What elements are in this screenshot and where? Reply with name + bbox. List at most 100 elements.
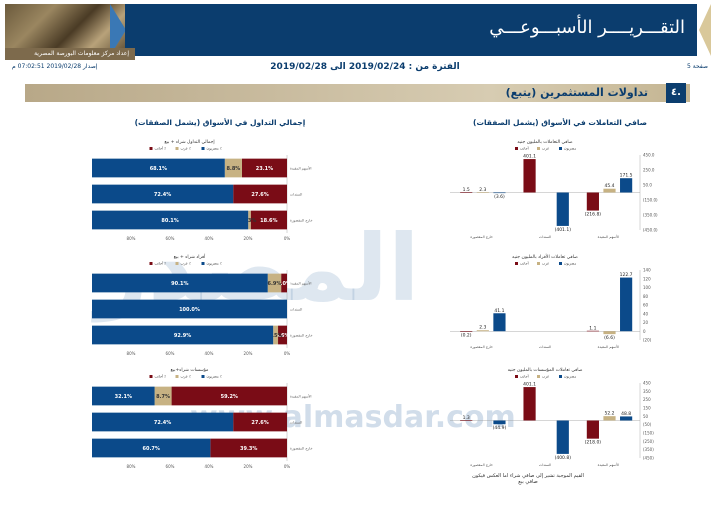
y-tick-label: 450.0 bbox=[643, 153, 655, 158]
net-bar bbox=[586, 330, 599, 332]
chart-footnote: القيم الموجبة تشير إلى صافي شراء اما الع… bbox=[472, 473, 584, 485]
header-chevron-icon bbox=[697, 4, 715, 56]
legend-label: أجانب ٪ bbox=[155, 374, 167, 379]
legend-label: مصريون bbox=[564, 375, 576, 379]
y-tick-label: (50) bbox=[643, 422, 652, 427]
segment-value-label: 23.1% bbox=[256, 166, 273, 172]
bar-value-label: (401.1) bbox=[555, 227, 572, 233]
y-tick-label: (150.0) bbox=[643, 198, 658, 203]
bar-value-label: 52.2 bbox=[604, 411, 614, 417]
stack-segment bbox=[281, 273, 287, 293]
legend-label: أجانب bbox=[520, 374, 529, 379]
net-bar bbox=[523, 159, 536, 193]
chart-subtitle: صافي تعاملات المؤسسات بالمليون جنيه bbox=[508, 368, 583, 373]
net-bar bbox=[620, 416, 633, 421]
legend-label: مصريون ٪ bbox=[207, 375, 222, 379]
bar-value-label: (0.2) bbox=[461, 332, 472, 338]
segment-value-label: 39.3% bbox=[240, 446, 257, 452]
section-number: ٤. bbox=[666, 83, 686, 103]
x-tick-label: السندات bbox=[539, 463, 551, 467]
issue-date: إصدار 2019/02/28 07:02:51 م bbox=[12, 63, 98, 70]
legend-swatch bbox=[175, 375, 179, 378]
segment-value-label: 90.1% bbox=[171, 281, 188, 287]
segment-value-label: 68.1% bbox=[150, 166, 167, 172]
y-tick-label: السندات bbox=[290, 193, 302, 197]
y-tick-label: 20 bbox=[643, 320, 649, 325]
stack-segment bbox=[92, 386, 155, 406]
legend-label: أجانب ٪ bbox=[155, 261, 167, 266]
x-tick-label: السندات bbox=[539, 345, 551, 349]
bar-value-label: 41.1 bbox=[494, 308, 504, 314]
bar-value-label: 2.3 bbox=[479, 187, 486, 193]
net-bar bbox=[603, 416, 616, 421]
stack-segment bbox=[267, 273, 282, 293]
bar-value-label: 45.4 bbox=[604, 183, 614, 189]
x-tick-label: 0% bbox=[284, 351, 291, 356]
x-tick-label: 60% bbox=[166, 236, 175, 241]
y-tick-label: 150 bbox=[643, 406, 651, 411]
x-tick-label: خارج المقصورة bbox=[470, 235, 493, 239]
y-tick-label: خارج المقصورة bbox=[290, 447, 313, 451]
stack-segment bbox=[250, 210, 287, 230]
chart-subtitle: مؤسسات شراء+بيع bbox=[171, 367, 210, 373]
segment-value-label: 18.6% bbox=[260, 218, 277, 224]
x-tick-label: 20% bbox=[244, 351, 253, 356]
segment-value-label: 80.1% bbox=[161, 218, 178, 224]
stack-segment bbox=[154, 386, 172, 406]
segment-value-label: 60.7% bbox=[143, 446, 160, 452]
legend-label: مصريون ٪ bbox=[207, 147, 222, 151]
segment-value-label: 2.5% bbox=[269, 333, 283, 339]
net-bar bbox=[493, 313, 506, 332]
legend-label: مصريون bbox=[564, 262, 576, 266]
bar-value-label: (216.8) bbox=[585, 212, 602, 218]
legend-label: عرب ٪ bbox=[181, 147, 191, 151]
net-bar bbox=[603, 188, 616, 193]
bar-value-label: (400.8) bbox=[555, 455, 572, 461]
net-bar bbox=[603, 331, 616, 335]
stack-segment bbox=[233, 412, 287, 432]
bar-value-label: 1.1 bbox=[589, 325, 596, 331]
legend-label: أجانب bbox=[520, 261, 529, 266]
y-tick-label: 50.0 bbox=[643, 183, 652, 188]
segment-value-label: 32.1% bbox=[115, 394, 132, 400]
net-bar bbox=[493, 420, 506, 425]
stack-segment bbox=[278, 325, 287, 345]
x-tick-label: 0% bbox=[284, 464, 291, 469]
segment-value-label: 8.7% bbox=[156, 394, 170, 400]
report-header: التقـــريــــر الأسبـــوعـــي bbox=[5, 4, 715, 56]
y-tick-label: 0 bbox=[643, 329, 646, 334]
left-panel-title: إجمالي التداول في الأسواق (يشمل الصفقات) bbox=[134, 118, 306, 127]
x-tick-label: 40% bbox=[205, 236, 214, 241]
stack-segment bbox=[92, 184, 234, 204]
stack-segment bbox=[92, 158, 225, 178]
bar-value-label: 1.5 bbox=[463, 187, 470, 193]
stack-segment bbox=[171, 386, 287, 406]
y-tick-label: 50 bbox=[643, 414, 649, 419]
legend-swatch bbox=[559, 262, 562, 265]
segment-value-label: 4.6% bbox=[276, 333, 290, 339]
net-bar bbox=[556, 420, 569, 454]
section-header: تداولات المستثمرين (يتبع) ٤. bbox=[25, 83, 690, 103]
legend-label: أجانب ٪ bbox=[155, 146, 167, 151]
legend-swatch bbox=[175, 262, 179, 265]
legend-label: أجانب bbox=[520, 146, 529, 151]
y-tick-label: 120 bbox=[643, 276, 651, 281]
stack-segment bbox=[92, 325, 274, 345]
bar-value-label: 401.1 bbox=[523, 382, 536, 388]
legend-swatch bbox=[149, 262, 153, 265]
x-tick-label: 40% bbox=[205, 464, 214, 469]
stack-segment bbox=[273, 325, 279, 345]
bar-value-label: 401.1 bbox=[523, 154, 536, 160]
bar-value-label: 1.3 bbox=[463, 415, 470, 421]
segment-value-label: 6.9% bbox=[267, 281, 281, 287]
x-tick-label: 80% bbox=[127, 464, 136, 469]
segment-value-label: 27.6% bbox=[251, 192, 268, 198]
net-bar bbox=[620, 178, 633, 193]
legend-label: عرب bbox=[542, 147, 549, 151]
legend-label: عرب ٪ bbox=[181, 375, 191, 379]
net-bar bbox=[620, 277, 633, 332]
x-tick-label: 40% bbox=[205, 351, 214, 356]
y-tick-label: الأسهم المقيدة bbox=[290, 166, 312, 171]
legend-swatch bbox=[201, 262, 205, 265]
legend-swatch bbox=[515, 147, 518, 150]
